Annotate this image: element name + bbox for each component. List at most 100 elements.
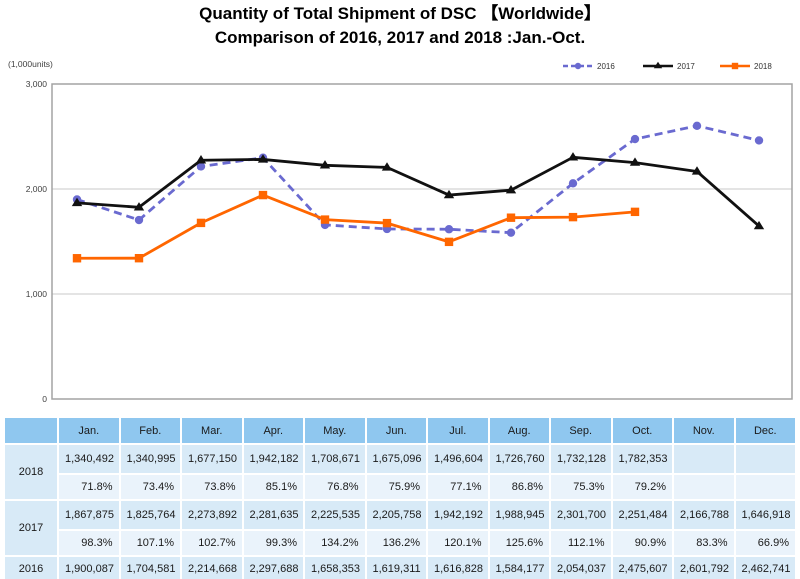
year-label-2017: 2017 — [5, 501, 57, 555]
value-cell: 1,726,760 — [489, 445, 549, 473]
data-point-triangle — [753, 220, 765, 230]
percent-cell: 71.8% — [59, 475, 119, 499]
month-header: Jul. — [428, 418, 488, 443]
value-cell: 1,900,087 — [59, 557, 119, 579]
data-point-square — [258, 190, 268, 200]
value-cell: 2,273,892 — [182, 501, 242, 529]
corner-cell — [5, 418, 57, 443]
percent-cell: 125.6% — [489, 531, 549, 555]
monthly-data-table: Jan. Feb. Mar. Apr. May. Jun. Jul. Aug. Sep. Oct.… — [3, 416, 797, 579]
value-cell: 1,988,945 — [489, 501, 549, 529]
chart-subtitle: Comparison of 2016, 2017 and 2018 :Jan.-… — [214, 28, 586, 47]
value-cell: 1,704,581 — [120, 557, 180, 579]
data-point-triangle — [629, 157, 641, 166]
data-point-square — [134, 253, 144, 263]
percent-cell: 86.8% — [489, 475, 549, 499]
data-point-square — [196, 218, 206, 228]
value-cell: 2,281,635 — [243, 501, 303, 529]
series-line-2017 — [76, 155, 760, 228]
value-cell: 2,301,700 — [551, 501, 611, 529]
value-cell: 2,462,741 — [735, 557, 795, 579]
data-point-square — [630, 207, 640, 217]
data-point-square — [382, 218, 392, 228]
percent-cell: 99.3% — [243, 531, 303, 555]
data-point-triangle — [653, 61, 663, 69]
percent-cell: 107.1% — [120, 531, 180, 555]
data-point-circle — [754, 136, 764, 145]
table-row-2018-values: 2018 1,340,492 1,340,995 1,677,150 1,942,182… — [5, 445, 795, 499]
value-cell: 2,205,758 — [366, 501, 426, 529]
percent-cell: 77.1% — [428, 475, 488, 499]
percent-cell: 75.3% — [551, 475, 611, 499]
value-cell: 1,658,353 — [305, 557, 365, 579]
value-cell: 2,475,607 — [612, 557, 672, 579]
data-point-square — [568, 212, 578, 222]
value-cell: 1,677,150 — [182, 445, 242, 473]
table-row-2017-percent: 98.3% 107.1% 102.7% 99.3% 134.2% 136.2% 120.1%… — [5, 531, 795, 555]
month-header: Oct. — [612, 418, 672, 443]
percent-cell: 134.2% — [305, 531, 365, 555]
data-point-circle — [574, 62, 582, 70]
data-point-triangle — [691, 166, 703, 175]
data-point-circle — [444, 225, 454, 234]
data-point-square — [506, 213, 516, 222]
month-header: Mar. — [182, 418, 242, 443]
data-point-triangle — [381, 162, 393, 171]
value-cell — [674, 445, 734, 473]
month-header: Sep. — [551, 418, 611, 443]
value-cell: 2,214,668 — [182, 557, 242, 579]
data-point-circle — [506, 228, 516, 237]
y-axis-tick-label: 3,000 — [26, 79, 48, 89]
percent-cell: 85.1% — [243, 475, 303, 499]
data-point-triangle — [567, 152, 579, 161]
legend-label-2016: 2016 — [597, 62, 615, 71]
legend-label-2018: 2018 — [754, 62, 772, 71]
data-point-circle — [196, 162, 206, 171]
data-point-triangle — [257, 154, 269, 163]
value-cell: 1,496,604 — [428, 445, 488, 473]
data-point-triangle — [319, 160, 331, 169]
y-axis-tick-label: 1,000 — [26, 289, 48, 299]
value-cell — [735, 445, 795, 473]
y-axis-tick-label: 0 — [42, 394, 47, 404]
data-point-square — [72, 254, 82, 263]
year-label-2016: 2016 — [5, 557, 57, 579]
percent-cell: 73.4% — [120, 475, 180, 499]
month-header: Apr. — [243, 418, 303, 443]
shipment-line-chart: (1,000units) 0 1,000 2,000 3,000 2016 2017 2018 — [8, 59, 793, 404]
data-point-circle — [692, 121, 702, 131]
value-cell: 1,340,492 — [59, 445, 119, 473]
month-header: Nov. — [674, 418, 734, 443]
y-axis-unit-label: (1,000units) — [8, 59, 53, 69]
data-point-square — [320, 215, 330, 224]
data-point-triangle — [133, 202, 145, 211]
value-cell: 1,942,182 — [243, 445, 303, 473]
percent-cell: 83.3% — [674, 531, 734, 555]
value-cell: 1,646,918 — [735, 501, 795, 529]
month-header: Jun. — [366, 418, 426, 443]
value-cell: 1,825,764 — [120, 501, 180, 529]
value-cell: 1,619,311 — [366, 557, 426, 579]
percent-cell: 136.2% — [366, 531, 426, 555]
value-cell: 2,054,037 — [551, 557, 611, 579]
percent-cell: 79.2% — [612, 475, 672, 499]
data-point-circle — [630, 134, 640, 144]
table-row-2018-percent: 71.8% 73.4% 73.8% 85.1% 76.8% 75.9% 77.1% 86.8%… — [5, 475, 795, 499]
chart-title-block: Quantity of Total Shipment of DSC 【World… — [0, 2, 800, 50]
series-line-2018 — [76, 193, 636, 260]
percent-cell: 76.8% — [305, 475, 365, 499]
series-line-2016 — [76, 124, 760, 235]
data-point-triangle — [443, 189, 455, 199]
value-cell: 1,675,096 — [366, 445, 426, 473]
value-cell: 1,584,177 — [489, 557, 549, 579]
data-point-triangle — [505, 184, 517, 194]
month-header: Aug. — [489, 418, 549, 443]
value-cell: 2,601,792 — [674, 557, 734, 579]
value-cell: 1,942,192 — [428, 501, 488, 529]
table-header-row: Jan. Feb. Mar. Apr. May. Jun. Jul. Aug. Sep. Oct.… — [5, 418, 795, 443]
month-header: Feb. — [120, 418, 180, 443]
value-cell: 1,732,128 — [551, 445, 611, 473]
data-point-triangle — [195, 155, 207, 164]
table-row-2017-values: 2017 1,867,875 1,825,764 2,273,892 2,281,635… — [5, 501, 795, 555]
